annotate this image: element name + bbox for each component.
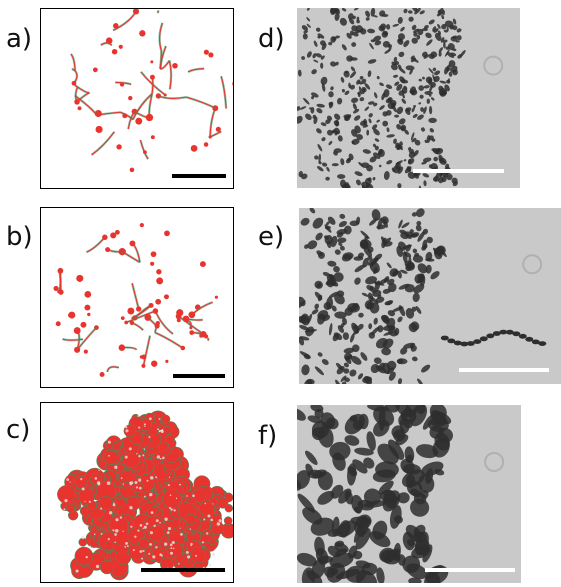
panel-label-a: a): [6, 24, 33, 54]
panel-b-pattern: [53, 223, 218, 377]
panel-b-simulation: [40, 207, 234, 388]
panel-f-pattern: [297, 405, 505, 583]
panel-d-pattern: [297, 8, 504, 188]
scalebar-e: [459, 368, 549, 372]
panel-label-c: c): [6, 415, 31, 445]
panel-label-d: d): [258, 24, 285, 54]
panel-c-pattern: [57, 410, 233, 581]
panel-label-b: b): [6, 222, 33, 252]
panel-label-f: f): [258, 421, 278, 451]
scalebar-d: [413, 169, 504, 173]
panel-c-simulation: [40, 402, 234, 583]
scalebar-f: [425, 568, 515, 572]
panel-f-micrograph: [297, 405, 521, 583]
scalebar-b: [173, 374, 225, 378]
panel-d-micrograph: [297, 8, 520, 188]
panel-label-e: e): [258, 222, 285, 252]
panel-e-micrograph: [299, 208, 561, 384]
panel-a-pattern: [70, 9, 233, 173]
panel-a-simulation: [40, 8, 234, 189]
scalebar-a: [172, 174, 226, 178]
panel-e-pattern: [299, 208, 547, 384]
scalebar-c: [141, 568, 225, 572]
